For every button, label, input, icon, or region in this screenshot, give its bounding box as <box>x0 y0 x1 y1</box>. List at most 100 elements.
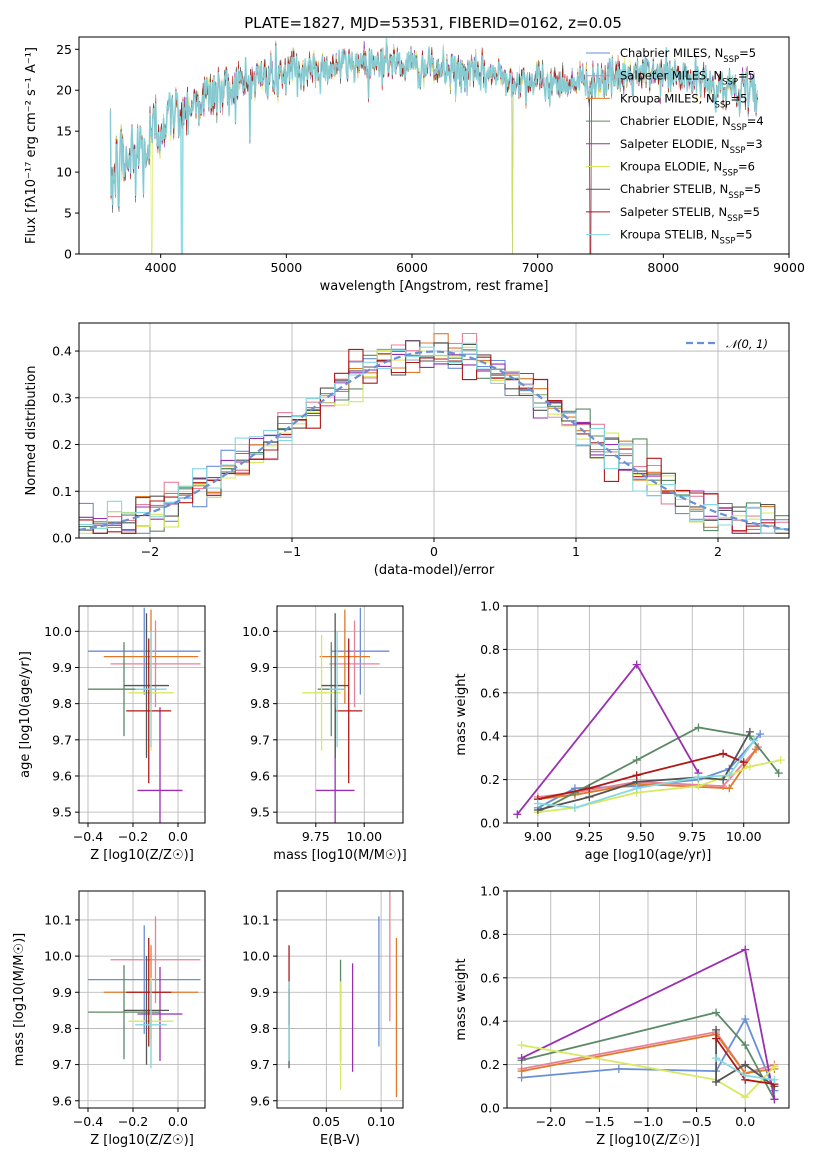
x-axis-label: Z [log10(Z/Z☉)] <box>90 848 194 863</box>
weight-marker <box>776 756 785 765</box>
y-tick-label: 9.9 <box>52 985 72 1000</box>
weight-marker <box>517 1041 526 1050</box>
weight-marker <box>517 1067 526 1076</box>
weight-marker <box>725 784 734 793</box>
y-tick-label: 1.0 <box>480 599 500 614</box>
weight-marker <box>719 775 728 784</box>
weight-marker <box>694 773 703 782</box>
weight-marker <box>632 771 641 780</box>
y-tick-label: 9.7 <box>250 732 270 747</box>
normal-curve <box>79 350 789 531</box>
weight-marker <box>741 945 750 954</box>
plot-area-spectrum <box>109 38 759 254</box>
x-tick-label: 1 <box>572 544 580 559</box>
x-tick-label: −1.0 <box>633 1114 663 1129</box>
x-tick-label: 10.00 <box>346 829 382 844</box>
y-tick-label: 0.4 <box>52 344 72 359</box>
x-tick-label: −2.0 <box>536 1114 566 1129</box>
y-tick-label: 0 <box>64 247 72 262</box>
weight-line-chabrier-stelib <box>537 731 751 811</box>
x-tick-label: −0.5 <box>681 1114 711 1129</box>
x-tick-label: 6000 <box>396 260 428 275</box>
y-axis-label: mass weight <box>454 673 469 755</box>
weight-marker <box>712 1025 721 1034</box>
x-axis-label: wavelength [Angstrom, rest frame] <box>320 279 549 294</box>
x-tick-label: −0.4 <box>73 1114 103 1129</box>
frame-mass-vs-Z: −0.4 −0.2 0.0 9.6 9.7 9.8 9.9 10.0 10.1 Z [log10(… <box>12 890 206 1148</box>
y-tick-label: 0.0 <box>480 1101 500 1116</box>
weight-marker <box>694 782 703 791</box>
y-tick-label: 9.6 <box>52 1093 72 1108</box>
y-tick-label: 0.2 <box>52 437 72 452</box>
weight-line-chabrier-elodie <box>537 726 780 813</box>
weight-line-kroupa-stelib <box>537 739 755 809</box>
weight-marker <box>719 749 728 758</box>
x-tick-label: 9.75 <box>302 829 330 844</box>
y-tick-label: 0.6 <box>480 970 500 985</box>
legend-label: Chabrier ELODIE, NSSP=4 <box>620 114 764 133</box>
weight-marker <box>770 1062 779 1071</box>
x-tick-label: 0.10 <box>367 1114 395 1129</box>
weight-marker <box>741 1060 750 1069</box>
y-tick-label: 0.4 <box>480 1014 500 1029</box>
spectrum-line-salpeter-stelib <box>110 43 758 254</box>
x-axis-label: E(B-V) <box>320 1133 360 1148</box>
y-tick-label: 10.0 <box>242 624 270 639</box>
histogram-kroupa-stelib <box>79 342 789 534</box>
legend-label: Salpeter STELIB, NSSP=5 <box>620 205 760 224</box>
legend-label: Chabrier STELIB, NSSP=5 <box>620 182 761 201</box>
weight-marker <box>741 1071 750 1080</box>
axes-mass-vs-Z: −0.4 −0.2 0.0 9.6 9.7 9.8 9.9 10.0 10.1 Z [log10(… <box>12 890 206 1148</box>
x-tick-label: −0.2 <box>118 1114 148 1129</box>
y-tick-label: 0.0 <box>52 531 72 546</box>
x-axis-label: Z [log10(Z/Z☉)] <box>90 1133 194 1148</box>
weight-marker <box>585 792 594 801</box>
y-tick-label: 9.8 <box>250 1021 270 1036</box>
y-tick-label: 9.7 <box>250 1057 270 1072</box>
x-tick-label: 8000 <box>647 260 679 275</box>
y-tick-label: 10.1 <box>242 912 270 927</box>
y-tick-label: 9.9 <box>52 660 72 675</box>
x-tick-label: 7000 <box>522 260 554 275</box>
y-tick-label: 9.6 <box>52 768 72 783</box>
figure-title: PLATE=1827, MJD=53531, FIBERID=0162, z=0… <box>244 14 622 32</box>
axes-frame <box>78 605 206 824</box>
histogram-salpeter-stelib <box>79 348 789 534</box>
weight-marker <box>712 1077 721 1086</box>
x-tick-label: 9.00 <box>524 829 552 844</box>
weight-marker <box>632 784 641 793</box>
y-tick-label: 15 <box>56 124 72 139</box>
y-tick-label: 10 <box>56 165 72 180</box>
axes-residuals: −2 −1 0 1 2 0.0 0.1 0.2 0.3 0.4 (data-model)/error… <box>24 322 790 578</box>
weight-marker <box>712 1054 721 1063</box>
axes-frame <box>506 605 790 824</box>
y-tick-label: 0.1 <box>52 484 72 499</box>
x-tick-label: 0.0 <box>168 829 188 844</box>
frame-weight-vs-age: 9.00 9.25 9.50 9.75 10.00 0.0 0.2 0.4 0.6 0.8 1.0 a… <box>454 599 790 863</box>
x-tick-label: 0.0 <box>168 1114 188 1129</box>
legend-label: Kroupa ELODIE, NSSP=6 <box>620 160 755 179</box>
plot-area-mass-vs-EBV <box>288 891 398 1098</box>
x-tick-label: 9.50 <box>627 829 655 844</box>
weight-marker <box>725 771 734 780</box>
x-tick-label: −0.2 <box>118 829 148 844</box>
legend-label: Salpeter ELODIE, NSSP=3 <box>620 137 763 156</box>
x-axis-label: age [log10(age/yr)] <box>585 848 712 863</box>
plot-area-mass-vs-Z <box>88 916 201 1069</box>
legend-label: Kroupa MILES, NSSP=5 <box>620 91 747 110</box>
y-tick-label: 9.5 <box>250 805 270 820</box>
x-tick-label: −0.4 <box>73 829 103 844</box>
x-tick-label: 0 <box>430 544 438 559</box>
weight-marker <box>632 756 641 765</box>
frame-spectrum: 4000 5000 6000 7000 8000 9000 0 5 10 15 20 25 wavele… <box>24 36 805 294</box>
weight-marker <box>745 762 754 771</box>
y-axis-label: age [log10(age/yr)] <box>18 651 33 778</box>
weight-marker <box>614 1064 623 1073</box>
plot-area-age-vs-Z <box>88 607 201 823</box>
weight-marker <box>774 769 783 778</box>
axes-age-vs-Z: −0.4 −0.2 0.0 9.5 9.6 9.7 9.8 9.9 10.0 Z [log10(Z… <box>18 605 206 863</box>
y-axis-label: Flux [fλ10⁻¹⁷ erg cm⁻² s⁻¹ A⁻¹] <box>24 47 39 244</box>
plot-area-weight-vs-Z <box>517 945 779 1104</box>
legend-label: Kroupa STELIB, NSSP=5 <box>620 228 752 247</box>
